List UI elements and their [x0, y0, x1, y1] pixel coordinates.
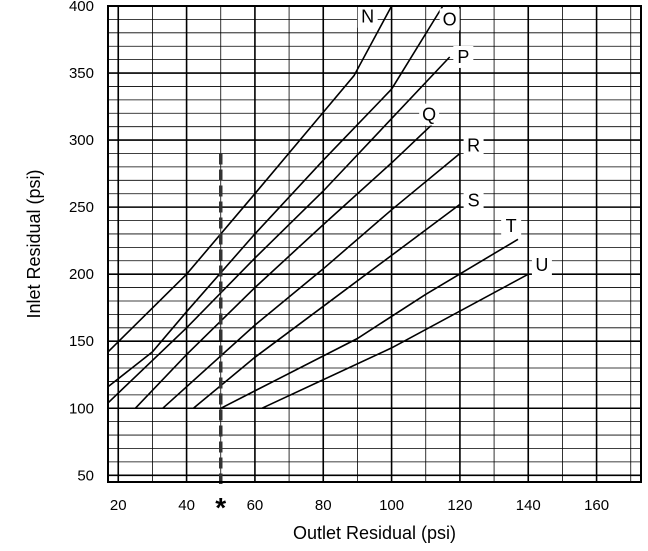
x-tick-label: 120 — [447, 497, 472, 514]
series-label-bg — [439, 8, 460, 31]
series-label-bg — [463, 189, 484, 212]
y-tick-label: 200 — [69, 266, 94, 283]
x-tick-label: 80 — [315, 497, 332, 514]
series-line-t — [220, 238, 519, 410]
y-axis-title: Inlet Residual (psi) — [24, 169, 44, 318]
y-tick-label: 300 — [69, 132, 94, 149]
x-tick-label: 100 — [379, 497, 404, 514]
x-tick-label: 140 — [516, 497, 541, 514]
tick-labels: 20 40 60 80 100 120 140 160 50 100 150 200 250 300 350… — [69, 0, 609, 514]
series-line-p — [107, 56, 451, 404]
series-label-bg — [357, 5, 378, 28]
x-tick-label: 60 — [247, 497, 264, 514]
y-tick-label: 400 — [69, 0, 94, 15]
y-tick-label: 100 — [69, 400, 94, 417]
series-label-bg — [501, 214, 522, 237]
series-label-bg — [453, 45, 474, 68]
plot-frame — [107, 5, 642, 483]
series-label-bg — [531, 253, 552, 276]
series-label-bg — [419, 103, 440, 126]
curves: N OP Q R S TU — [107, 5, 552, 410]
y-tick-label: 150 — [69, 333, 94, 350]
series-label-t: T — [506, 216, 517, 236]
series-label-bg — [463, 134, 484, 157]
series-line-n — [107, 5, 393, 353]
series-label-r: R — [467, 135, 480, 155]
series-line-q — [134, 123, 434, 409]
series-line-s — [192, 203, 461, 409]
marker-asterisk: * — [215, 492, 226, 523]
x-tick-label: 40 — [178, 497, 195, 514]
series-label-p: P — [457, 47, 469, 67]
y-tick-label: 350 — [69, 65, 94, 82]
series-label-s: S — [468, 190, 480, 210]
series-line-r — [162, 152, 461, 409]
series-line-o — [107, 5, 444, 388]
marker: * — [215, 153, 226, 523]
y-tick-label: 50 — [77, 467, 94, 484]
series-label-q: Q — [422, 105, 436, 125]
series-label-o: O — [443, 9, 457, 29]
x-tick-label: 160 — [584, 497, 609, 514]
x-axis-title: Outlet Residual (psi) — [293, 523, 456, 543]
x-tick-label: 20 — [110, 497, 127, 514]
series-line-u — [261, 273, 529, 410]
grid — [108, 5, 641, 482]
y-tick-label: 250 — [69, 199, 94, 216]
series-label-n: N — [361, 7, 374, 27]
series-label-u: U — [535, 255, 548, 275]
